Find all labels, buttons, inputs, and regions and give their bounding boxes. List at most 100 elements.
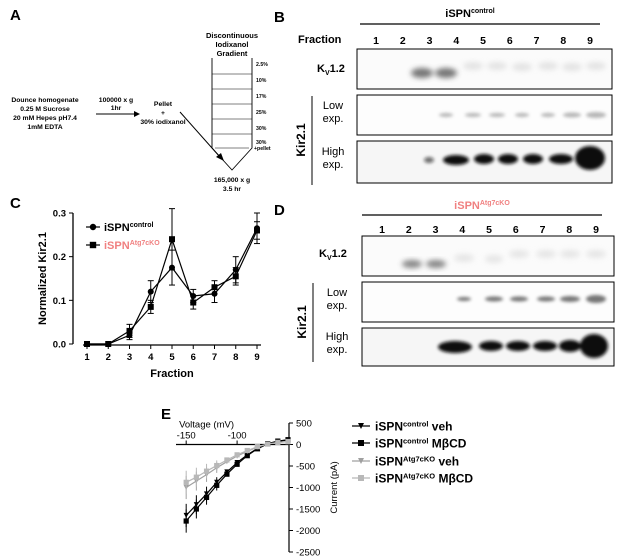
spin1-line: 1hr xyxy=(111,105,122,112)
y-axis-label: Normalized Kir2.1 xyxy=(37,232,49,325)
x-axis-label: Fraction xyxy=(150,368,194,380)
data-point xyxy=(214,482,220,488)
data-point xyxy=(358,440,364,446)
series-line xyxy=(185,439,289,522)
fraction-number: 6 xyxy=(507,35,513,47)
fraction-number: 8 xyxy=(566,224,572,236)
y-tick-label: 0 xyxy=(296,440,301,451)
y-axis-label: Current (pA) xyxy=(329,461,340,513)
fraction-number: 7 xyxy=(540,224,546,236)
y-tick-label: 500 xyxy=(296,419,312,430)
panel-b-high-exp-label: High exp. xyxy=(322,146,345,171)
data-point xyxy=(193,474,199,480)
y-tick-label: -2500 xyxy=(296,548,320,559)
panel-b-fraction-numbers: 1 2 3 4 5 6 7 8 9 xyxy=(373,35,593,47)
data-point xyxy=(244,447,250,454)
data-point xyxy=(224,471,230,477)
y-tick-label: 0.2 xyxy=(53,252,66,263)
x-tick-label: -100 xyxy=(228,431,247,442)
high-exp-line: High xyxy=(322,146,345,158)
gradient-title-line: Discontinuous xyxy=(206,31,258,40)
panel-d: D iSPNAtg7cKO 1 2 3 4 5 6 7 8 9 KV1.2 Kir2.1 Low xyxy=(274,200,615,367)
data-point xyxy=(244,453,250,459)
high-exp-line: High xyxy=(326,331,349,343)
data-point xyxy=(84,341,90,347)
fraction-number: 3 xyxy=(427,35,433,47)
data-point xyxy=(234,452,240,458)
panel-d-letter: D xyxy=(274,202,285,219)
data-point xyxy=(126,327,133,334)
fraction-number: 5 xyxy=(480,35,486,47)
fraction-number: 6 xyxy=(513,224,519,236)
panel-b-low-exp-blot xyxy=(356,94,613,136)
data-point xyxy=(169,236,175,243)
y-tick-label: -1500 xyxy=(296,505,320,516)
x-tick-label: 6 xyxy=(191,352,196,363)
panel-d-condition: iSPNAtg7cKO xyxy=(454,200,510,212)
panel-b-low-exp-label: Low exp. xyxy=(323,100,344,125)
arrow-2 xyxy=(179,111,224,161)
panel-b-high-exp-blot xyxy=(356,140,613,184)
panel-b-fraction-label: Fraction xyxy=(298,34,342,46)
data-point xyxy=(224,457,230,463)
legend-label: iSPNcontrol veh xyxy=(375,420,452,434)
panel-a-letter: A xyxy=(10,7,21,24)
panel-d-kir-label: Kir2.1 xyxy=(295,305,309,339)
homogenate-text: Dounce homogenate 0.25 M Sucrose 20 mM H… xyxy=(11,97,78,131)
fraction-number: 2 xyxy=(400,35,406,47)
x-tick-label: -150 xyxy=(177,431,196,442)
data-point xyxy=(275,439,281,446)
pellet-text: Pellet + 30% iodixanol xyxy=(140,101,185,126)
data-point xyxy=(203,468,210,474)
data-point xyxy=(193,506,199,512)
fraction-number: 4 xyxy=(459,224,465,236)
data-point xyxy=(105,341,112,347)
data-point xyxy=(147,303,154,310)
gradient-title: Discontinuous Iodixanol Gradient xyxy=(206,31,258,58)
low-exp-line: Low xyxy=(327,287,347,299)
pellet-line: 30% iodixanol xyxy=(140,119,185,126)
legend-label: iSPNAtg7cKO veh xyxy=(375,455,459,469)
data-point xyxy=(232,273,239,280)
high-exp-line: exp. xyxy=(327,344,348,356)
spin1-line: 100000 x g xyxy=(99,97,133,104)
legend-label: iSPNcontrol MβCD xyxy=(375,437,467,451)
data-point xyxy=(358,458,364,464)
layer-label: 30% xyxy=(256,126,267,132)
data-point xyxy=(211,284,218,291)
fraction-number: 1 xyxy=(373,35,379,47)
gradient-title-line: Iodixanol xyxy=(216,40,249,49)
y-tick-label: -2000 xyxy=(296,526,320,537)
fraction-number: 9 xyxy=(587,35,593,47)
y-tick-label: -500 xyxy=(296,462,315,473)
data-point xyxy=(214,462,220,469)
legend-label: iSPNAtg7cKO MβCD xyxy=(375,472,473,486)
high-exp-line: exp. xyxy=(323,159,344,171)
layer-label: 30% xyxy=(256,140,267,146)
y-tick-label: 0.0 xyxy=(53,340,66,351)
panel-a: A Discontinuous Iodixanol Gradient 2.5% … xyxy=(10,7,271,193)
centrifuge-tube xyxy=(211,58,253,171)
data-point xyxy=(190,299,197,306)
spin2-text: 165,000 x g 3.5 hr xyxy=(214,177,250,193)
gradient-layer-labels: 2.5% 10% 17% 25% 30% 30% +pellet xyxy=(254,62,271,152)
layer-label: 10% xyxy=(256,78,267,84)
x-tick-label: 1 xyxy=(84,352,90,363)
data-point xyxy=(147,288,154,295)
x-tick-label: 5 xyxy=(169,352,175,363)
arrow-1 xyxy=(96,111,140,117)
data-point xyxy=(254,444,261,450)
fraction-number: 7 xyxy=(534,35,540,47)
data-point xyxy=(285,439,291,445)
data-point xyxy=(254,227,260,234)
low-exp-line: Low xyxy=(323,100,343,112)
panel-d-fraction-numbers: 1 2 3 4 5 6 7 8 9 xyxy=(379,224,599,236)
panel-d-high-exp-label: High exp. xyxy=(326,331,349,356)
low-exp-line: exp. xyxy=(327,300,348,312)
spin2-line: 165,000 x g xyxy=(214,177,250,184)
data-point xyxy=(183,518,189,524)
data-point xyxy=(89,241,97,249)
homogenate-line: 20 mM Hepes pH7.4 xyxy=(13,115,77,122)
